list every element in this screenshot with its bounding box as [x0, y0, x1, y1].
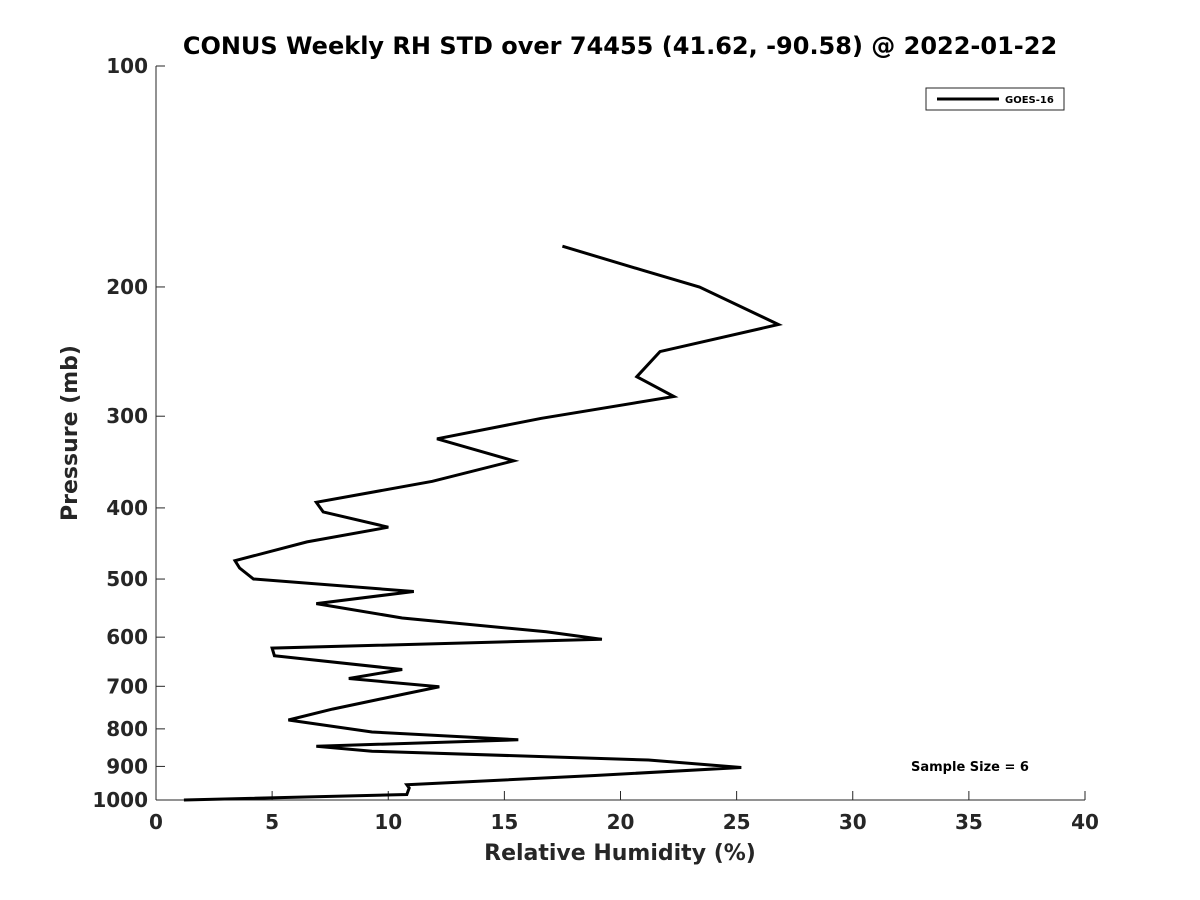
x-tick-label: 5	[265, 810, 279, 834]
series-layer	[183, 244, 783, 802]
x-axis-ticks: 0 5 10 15 20 25 30 35 40	[149, 791, 1099, 834]
y-tick-label: 200	[106, 275, 148, 299]
y-tick-label: 100	[106, 54, 148, 78]
chart-title: CONUS Weekly RH STD over 74455 (41.62, -…	[183, 32, 1057, 60]
x-tick-label: 40	[1071, 810, 1099, 834]
x-axis-label: Relative Humidity (%)	[484, 841, 756, 866]
y-axis-ticks: 100 200 300 400 500 600 700 800 900 1000	[92, 54, 165, 812]
legend: GOES-16	[925, 87, 1065, 111]
x-tick-label: 25	[723, 810, 751, 834]
y-tick-label: 500	[106, 567, 148, 591]
y-tick-label: 900	[106, 754, 148, 778]
y-tick-label: 400	[106, 496, 148, 520]
y-tick-label: 1000	[92, 788, 148, 812]
y-tick-label: 300	[106, 404, 148, 428]
x-tick-label: 0	[149, 810, 163, 834]
sample-size-annotation: Sample Size = 6	[911, 760, 1029, 775]
x-tick-label: 30	[839, 810, 867, 834]
y-axis-label: Pressure (mb)	[58, 345, 83, 521]
x-tick-label: 10	[374, 810, 402, 834]
y-tick-label: 700	[106, 674, 148, 698]
series-line-goes-16	[183, 244, 783, 802]
legend-label-goes-16: GOES-16	[1005, 95, 1054, 106]
y-tick-label: 800	[106, 717, 148, 741]
x-tick-label: 20	[607, 810, 635, 834]
x-tick-label: 35	[955, 810, 983, 834]
y-tick-label: 600	[106, 625, 148, 649]
x-tick-label: 15	[490, 810, 518, 834]
